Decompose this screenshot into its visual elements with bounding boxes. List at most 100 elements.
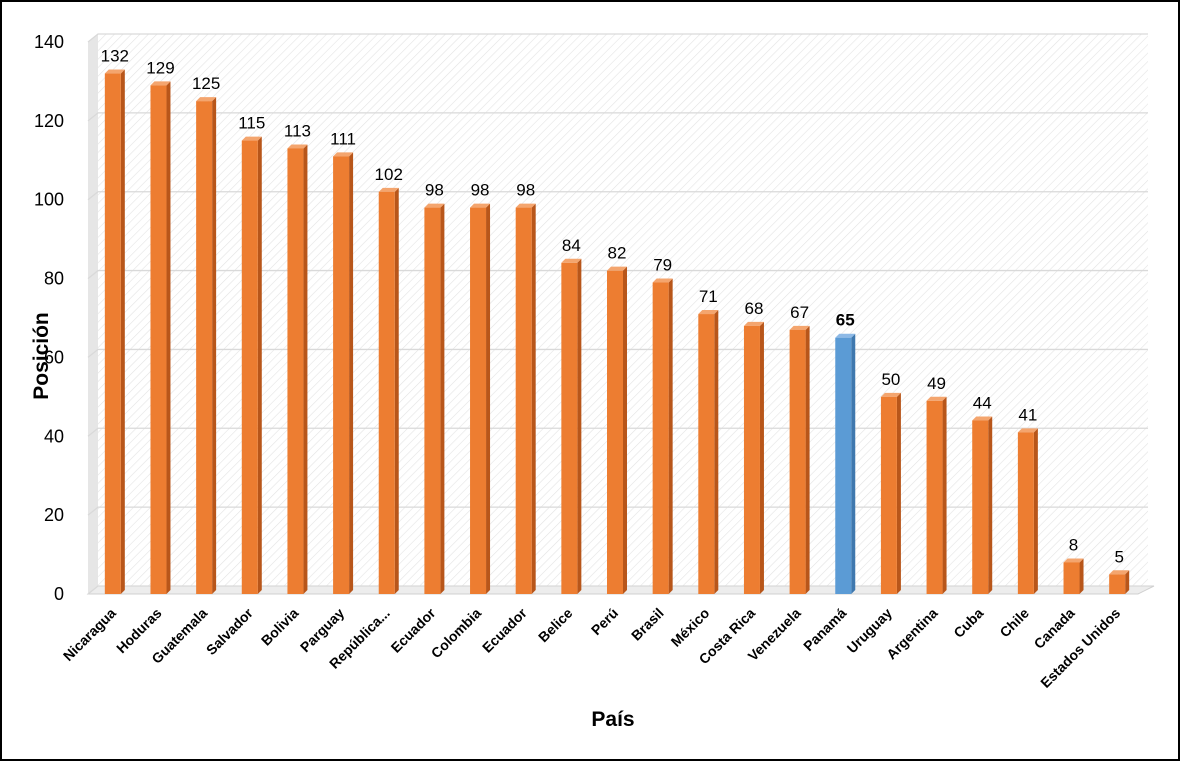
bar-top xyxy=(424,203,445,208)
bar-top xyxy=(1017,428,1038,433)
bar xyxy=(1109,570,1130,594)
bar xyxy=(926,396,947,594)
x-tick-label: Salvador xyxy=(203,604,257,658)
x-tick-label: Chile xyxy=(996,605,1032,641)
bar xyxy=(880,392,901,594)
bar xyxy=(652,278,673,594)
data-label: 5 xyxy=(1114,547,1123,566)
bar-front xyxy=(972,420,989,594)
bar-top xyxy=(789,325,810,330)
data-label: 68 xyxy=(744,299,763,318)
data-label: 49 xyxy=(927,374,946,393)
bar-front xyxy=(652,282,669,594)
bar-front xyxy=(743,325,760,594)
data-label: 98 xyxy=(425,181,444,200)
bar xyxy=(470,203,491,594)
bar-side xyxy=(303,144,308,594)
bar-top xyxy=(333,152,354,157)
data-label: 132 xyxy=(101,47,129,66)
bar-side xyxy=(851,333,856,594)
data-label: 102 xyxy=(375,165,403,184)
bar-side xyxy=(805,325,810,594)
bar xyxy=(424,203,445,594)
x-tick-label: Panamá xyxy=(800,605,849,654)
x-tick-label: Nicaragua xyxy=(60,605,119,664)
bar-side xyxy=(531,203,536,594)
bar-top xyxy=(561,258,582,263)
bar-top xyxy=(972,416,993,421)
data-label: 113 xyxy=(284,121,311,140)
x-tick-label: Ecuador xyxy=(479,604,530,655)
x-tick-label: Colombia xyxy=(428,605,485,662)
data-label: 115 xyxy=(238,114,265,133)
bar-top xyxy=(926,396,947,401)
bar-side xyxy=(1033,428,1038,594)
data-labels: 132 129 125 115 113 111 102 98 98 98 84 82 79 71 68 67 6… xyxy=(101,47,1124,567)
bar-side xyxy=(1125,570,1130,594)
bar-side xyxy=(212,97,217,595)
bar-side xyxy=(759,321,764,594)
bar xyxy=(287,144,308,594)
bar-top xyxy=(1109,570,1130,575)
bar-side xyxy=(1079,558,1084,594)
bar-side xyxy=(942,396,947,594)
data-label: 41 xyxy=(1018,405,1037,424)
x-tick-label: Perú xyxy=(588,605,621,638)
bar-front xyxy=(607,270,623,594)
data-label: 71 xyxy=(699,287,718,306)
y-tick-label: 0 xyxy=(54,584,64,604)
bar xyxy=(1017,428,1038,594)
bar-top xyxy=(470,203,491,208)
bar-top xyxy=(652,278,673,283)
bar-front xyxy=(561,262,578,594)
bar-side xyxy=(394,187,399,595)
bar-side xyxy=(668,278,673,594)
bar-side xyxy=(988,416,993,594)
bar-top xyxy=(835,333,856,338)
bar-side xyxy=(896,392,901,594)
bar xyxy=(607,266,627,594)
data-label: 44 xyxy=(973,394,992,413)
bar-front xyxy=(104,73,121,595)
bar-front xyxy=(1063,562,1080,594)
bar xyxy=(150,81,171,594)
x-tick-label: Estados Unidos xyxy=(1037,605,1123,691)
x-tick-label: Bolivia xyxy=(258,605,302,649)
bar-front xyxy=(1017,432,1034,594)
bar-front xyxy=(333,156,350,595)
bar-front xyxy=(789,329,806,594)
y-tick-label: 120 xyxy=(34,111,64,131)
bar-top xyxy=(150,81,171,86)
bar-side xyxy=(349,152,354,595)
bar xyxy=(972,416,993,594)
data-label: 8 xyxy=(1069,535,1078,554)
bar xyxy=(196,97,217,595)
bar-top xyxy=(241,136,262,141)
y-tick-label: 40 xyxy=(44,426,64,446)
bar-front xyxy=(698,314,715,594)
bar-front xyxy=(378,191,395,595)
data-label: 65 xyxy=(836,311,855,330)
bar-side xyxy=(486,203,491,594)
bar xyxy=(241,136,262,595)
data-label: 111 xyxy=(330,129,356,148)
bar xyxy=(743,321,764,594)
data-label: 79 xyxy=(653,256,672,275)
data-label: 82 xyxy=(608,244,627,263)
bar-front xyxy=(241,140,258,595)
x-axis-title: País xyxy=(591,708,634,731)
y-tick-label: 100 xyxy=(34,190,64,210)
bar-side xyxy=(257,136,262,595)
bar xyxy=(1063,558,1084,594)
gridline xyxy=(87,191,1148,201)
bar-front xyxy=(196,101,213,595)
x-tick-label: Belice xyxy=(535,605,576,646)
y-axis-ticks: 0 20 40 60 80 100 120 140 xyxy=(34,32,64,604)
bar-front xyxy=(835,337,852,594)
bar-side xyxy=(623,266,627,594)
bar-front xyxy=(926,400,943,594)
bar-front xyxy=(150,85,167,594)
x-tick-label: Brasil xyxy=(628,605,667,644)
